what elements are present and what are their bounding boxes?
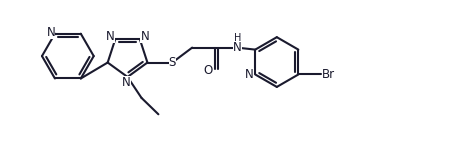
Text: N: N <box>122 76 131 89</box>
Text: H: H <box>234 33 241 43</box>
Text: O: O <box>203 65 213 77</box>
Text: N: N <box>46 26 55 39</box>
Text: N: N <box>233 41 242 54</box>
Text: N: N <box>140 30 149 43</box>
Text: S: S <box>169 56 176 69</box>
Text: N: N <box>106 30 115 43</box>
Text: Br: Br <box>322 68 335 81</box>
Text: N: N <box>245 68 254 81</box>
